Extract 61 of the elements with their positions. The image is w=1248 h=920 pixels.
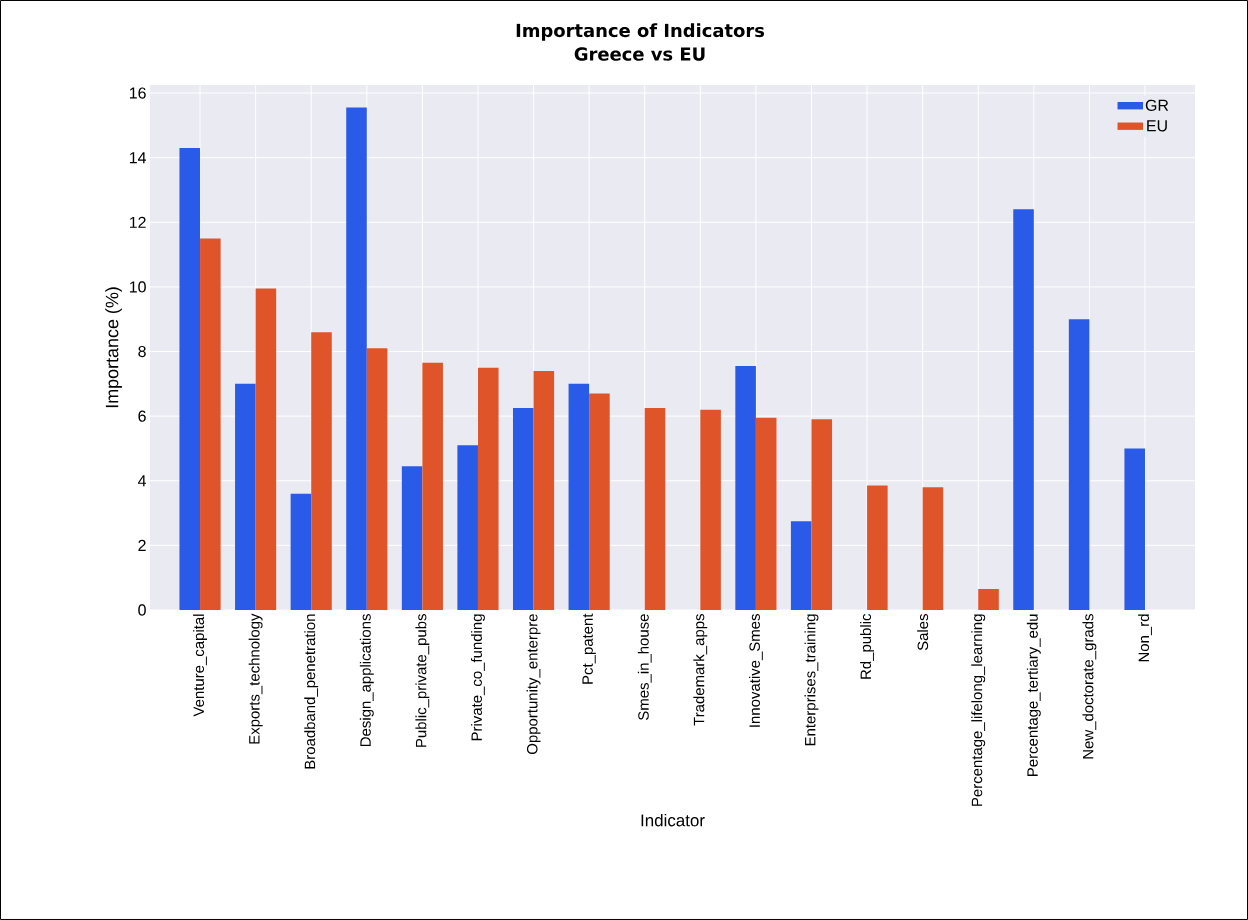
bar bbox=[1068, 319, 1090, 610]
x-tick-label: New_doctorate_grads bbox=[1082, 614, 1097, 759]
x-tick-label: Enterprises_training bbox=[804, 614, 819, 746]
bar bbox=[512, 408, 534, 610]
y-tick-label: 16 bbox=[129, 87, 146, 99]
bar bbox=[346, 107, 367, 610]
bar bbox=[200, 238, 221, 610]
x-tick-label: Non_rd bbox=[1138, 614, 1152, 662]
bar bbox=[568, 383, 590, 610]
y-tick-label: 4 bbox=[137, 475, 147, 487]
bar bbox=[366, 348, 388, 610]
x-tick-label: Design_applications bbox=[359, 614, 374, 747]
bar bbox=[978, 588, 999, 610]
chart-title: Importance of Indicators bbox=[516, 23, 765, 41]
legend-label: GR bbox=[1145, 99, 1169, 111]
bar bbox=[735, 366, 756, 610]
bar bbox=[1124, 448, 1145, 610]
bar bbox=[867, 485, 888, 610]
bar bbox=[235, 383, 256, 610]
x-tick-label: Pct_patent bbox=[582, 613, 596, 684]
bar bbox=[422, 362, 443, 610]
bar bbox=[700, 409, 721, 610]
y-tick-label: 6 bbox=[138, 410, 146, 422]
legend-label: EU bbox=[1147, 120, 1167, 132]
x-tick-label: Trademark_apps bbox=[693, 614, 708, 726]
bar bbox=[179, 147, 201, 610]
y-tick-label: 2 bbox=[138, 539, 146, 551]
x-tick-label: Percentage_tertiary_edu bbox=[1026, 614, 1041, 776]
x-tick-label: Private_co_funding bbox=[471, 614, 485, 741]
bar bbox=[457, 445, 478, 610]
y-tick-label: 14 bbox=[129, 152, 147, 164]
bar bbox=[922, 487, 944, 610]
bar bbox=[477, 367, 499, 610]
y-tick-label: 10 bbox=[129, 281, 146, 293]
bar bbox=[533, 370, 555, 610]
x-tick-label: Percentage_lifelong_learning bbox=[971, 614, 986, 806]
y-axis-title: Importance (%) bbox=[105, 287, 122, 408]
bar bbox=[790, 521, 812, 610]
x-tick-label: Public_private_pubs bbox=[415, 614, 430, 747]
chart-subtitle: Greece vs EU bbox=[574, 47, 705, 61]
x-tick-label: Innovative_Smes bbox=[748, 614, 763, 727]
x-tick-label: Sales bbox=[917, 614, 929, 651]
bar bbox=[255, 288, 277, 610]
x-tick-label: Venture_capital bbox=[193, 614, 207, 717]
bar bbox=[811, 419, 833, 610]
x-tick-label: Opportunity_enterpre bbox=[526, 614, 541, 755]
x-tick-label: Exports_technology bbox=[248, 613, 263, 744]
bar bbox=[644, 408, 666, 610]
bar bbox=[290, 493, 312, 610]
bar bbox=[755, 417, 777, 610]
bar bbox=[589, 393, 610, 610]
x-tick-label: Smes_in_house bbox=[637, 614, 652, 720]
bar bbox=[401, 466, 423, 610]
y-tick-label: 12 bbox=[129, 216, 146, 228]
y-tick-label: 8 bbox=[138, 345, 146, 358]
x-tick-label: Rd_public bbox=[860, 613, 875, 679]
bar bbox=[1013, 209, 1034, 610]
x-tick-label: Broadband_penetration bbox=[304, 614, 319, 769]
y-tick-label: 0 bbox=[138, 604, 146, 616]
bar bbox=[311, 332, 332, 610]
x-axis-title: Indicator bbox=[641, 813, 705, 827]
